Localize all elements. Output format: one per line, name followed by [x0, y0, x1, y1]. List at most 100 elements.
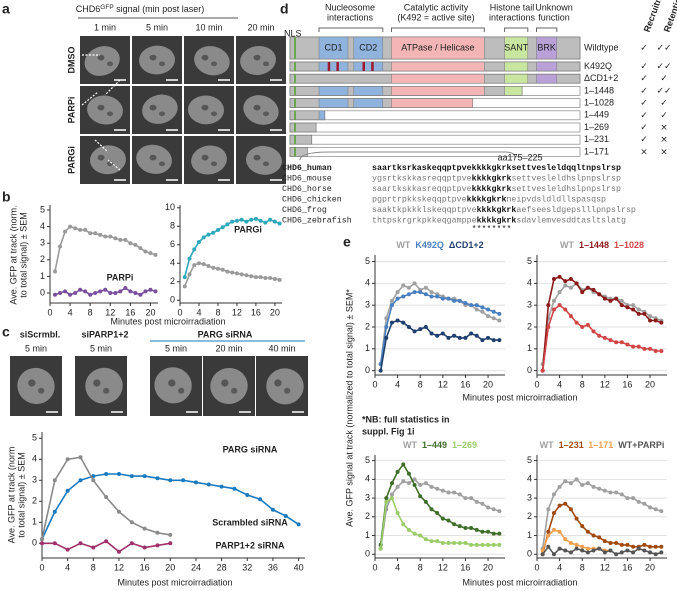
data-point: [53, 269, 58, 274]
data-point: [263, 276, 268, 281]
sequence-part: settvesleldqqltnpslrsp: [511, 163, 621, 173]
domain: [536, 73, 558, 84]
data-point: [412, 281, 417, 286]
data-point: [153, 252, 158, 257]
data-point: [230, 219, 235, 224]
data-point: [83, 227, 88, 232]
legend-entry: WT: [540, 440, 554, 450]
data-point: [452, 490, 457, 495]
construct-name: ΔCD1+2: [584, 73, 618, 83]
y-tick-label: 2: [32, 496, 37, 506]
data-point: [440, 488, 445, 493]
data-point: [78, 478, 83, 483]
nucleus: [84, 46, 120, 76]
sequence-part: settvesleldhslpnpslrsp: [511, 184, 621, 194]
sequence-part: aefseesldgepslllpnpslrsp: [516, 205, 636, 215]
data-point: [108, 291, 113, 296]
legend-entry: ΔCD1+2: [449, 240, 484, 250]
domain: [318, 110, 326, 121]
data-point: [551, 527, 556, 532]
sequence-part: kkkkgkrk: [472, 184, 512, 194]
series-line: [379, 282, 500, 365]
data-point: [568, 550, 573, 555]
data-point: [469, 496, 474, 501]
data-point: [268, 217, 273, 222]
domain: [353, 98, 384, 108]
chart-legend: WT 1–231 1–171 WT+PARPi: [540, 440, 665, 450]
y-tick-label: 2: [170, 276, 175, 286]
y-tick-label: 1: [40, 271, 45, 281]
data-point: [497, 311, 502, 316]
y-tick-label: 4: [365, 474, 370, 484]
y-tick-label: 3: [527, 492, 532, 502]
data-point: [614, 296, 619, 301]
nucleolus: [211, 111, 217, 117]
data-point: [608, 548, 613, 553]
data-point: [230, 270, 235, 275]
data-point: [215, 266, 220, 271]
data-point: [412, 477, 417, 482]
data-point: [597, 333, 602, 338]
group-label: siPARP1+2: [81, 329, 128, 339]
annotation: Catalytic activity: [404, 2, 469, 12]
data-point: [625, 548, 630, 553]
data-point: [113, 291, 118, 296]
domain: [391, 98, 473, 108]
recruitment-mark: ✓: [640, 111, 648, 121]
data-point: [486, 542, 491, 547]
data-point: [614, 340, 619, 345]
data-point: [196, 239, 201, 244]
data-point: [636, 546, 641, 551]
data-point: [142, 545, 147, 550]
nls: [294, 135, 296, 145]
y-tick-label: 0: [40, 287, 45, 297]
bracket: [536, 27, 558, 32]
data-point: [429, 290, 434, 295]
y-tick-label: 6: [170, 239, 175, 249]
data-point: [435, 294, 440, 299]
data-point: [211, 230, 216, 235]
data-point: [133, 291, 138, 296]
nucleolus: [201, 154, 209, 161]
species-name: CHD6_frog: [282, 205, 327, 215]
data-point: [389, 492, 394, 497]
series-line: [541, 275, 662, 371]
data-point: [389, 303, 394, 308]
species-name: CHD6_zebrafish: [282, 216, 352, 226]
data-point: [58, 291, 63, 296]
nucleus: [194, 46, 230, 76]
data-point: [220, 225, 225, 230]
nucleolus: [103, 387, 110, 394]
annotation: interactions: [489, 12, 536, 22]
x-tick-label: 12: [438, 379, 448, 389]
data-point: [277, 221, 282, 226]
data-point: [389, 496, 394, 501]
data-point: [563, 279, 568, 284]
x-tick-label: 4: [395, 562, 400, 572]
domain-label: CD1: [324, 42, 342, 52]
legend-entry: 1–231: [559, 440, 584, 450]
data-point: [619, 550, 624, 555]
x-tick-label: 8: [91, 562, 96, 572]
x-tick-label: 12: [600, 379, 610, 389]
data-point: [401, 522, 406, 527]
legend-entry: WT+PARPi: [618, 440, 664, 450]
data-point: [91, 545, 96, 550]
data-point: [182, 284, 187, 289]
data-point: [88, 292, 93, 297]
data-point: [155, 476, 160, 481]
data-point: [143, 249, 148, 254]
data-point: [463, 496, 468, 501]
nucleolus: [253, 154, 261, 161]
x-tick-label: 20: [483, 379, 493, 389]
data-point: [78, 287, 83, 292]
data-point: [648, 318, 653, 323]
data-point: [591, 484, 596, 489]
x-tick-label: 8: [418, 379, 423, 389]
data-point: [244, 219, 249, 224]
data-point: [463, 526, 468, 531]
retention-mark: ×: [660, 123, 668, 133]
data-point: [491, 542, 496, 547]
data-point: [486, 505, 491, 510]
nucleolus: [107, 61, 113, 67]
